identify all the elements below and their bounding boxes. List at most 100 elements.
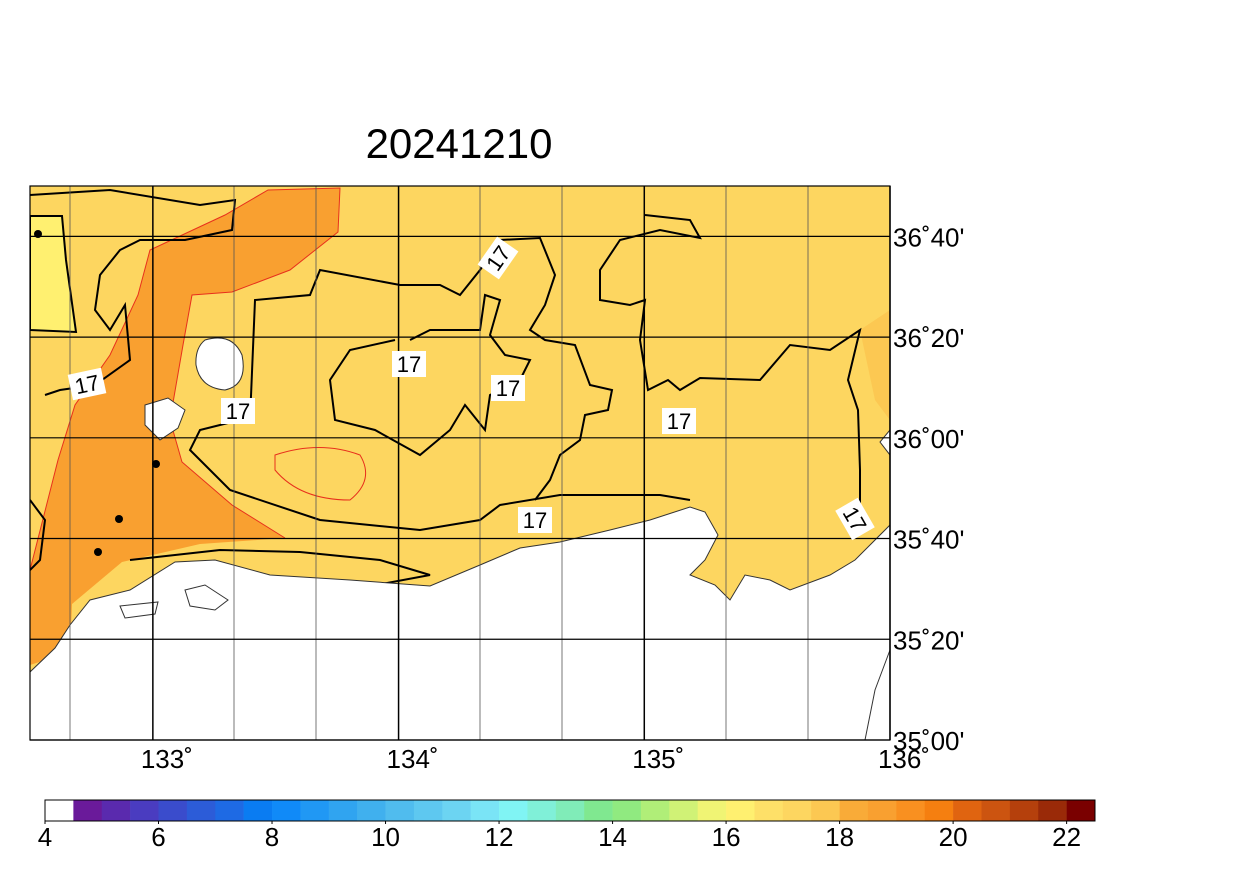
label-box: [835, 497, 875, 541]
colorbar-box: [243, 800, 273, 821]
label-box: [67, 367, 107, 401]
colorbar-box: [442, 800, 471, 821]
colorbar-box: [811, 800, 840, 821]
colorbar-box: [357, 800, 386, 821]
lat-label: 36˚00': [893, 424, 964, 454]
grid: [30, 186, 891, 741]
lat-label: 35˚20': [893, 625, 964, 655]
warm-zone: [30, 215, 78, 334]
colorbar-box: [754, 800, 784, 821]
lat-label: 35˚00': [893, 726, 964, 756]
colorbar-box: [470, 800, 500, 821]
colorbar-box: [527, 800, 557, 821]
colorbar-label: 14: [598, 822, 627, 852]
island: [119, 601, 159, 619]
island: [184, 584, 229, 611]
lat-label: 36˚40': [893, 222, 964, 252]
lon-label: 134˚: [387, 744, 439, 774]
colorbar-label: 20: [939, 822, 968, 852]
colorbar-box: [413, 800, 443, 821]
contour: [30, 188, 237, 396]
colorbar-box: [73, 800, 103, 821]
colorbar-box: [499, 800, 528, 821]
contour-label: 17: [221, 398, 255, 424]
colorbar-label: 16: [712, 822, 741, 852]
colorbar-label: 22: [1052, 822, 1081, 852]
contour: [249, 236, 614, 501]
contour-label: 17: [491, 375, 525, 401]
contour: [30, 499, 47, 571]
lon-label: 133˚: [141, 744, 193, 774]
colorbar-box: [300, 800, 330, 821]
contour-label: 17: [392, 351, 426, 377]
land: [30, 506, 890, 740]
colorbar-box: [272, 800, 301, 821]
lat-label: 36˚20': [893, 323, 964, 353]
colorbar-box: [953, 800, 982, 821]
colorbar-box: [612, 800, 642, 821]
colorbar-label: 10: [371, 822, 400, 852]
label-box: [392, 351, 426, 377]
colorbar-frame: [44, 799, 1096, 822]
colorbar-box: [1038, 800, 1067, 821]
colorbar-label: 4: [38, 822, 52, 852]
warm-zone: [30, 188, 340, 665]
contour: [599, 214, 862, 520]
colorbar-label: 18: [825, 822, 854, 852]
label-box: [518, 507, 552, 533]
contour-label: 17: [67, 367, 107, 401]
colorbar-box: [328, 800, 358, 821]
lat-label: 35˚40': [893, 525, 964, 555]
contour: [188, 419, 691, 532]
lon-label: 135˚: [632, 744, 684, 774]
colorbar-box: [45, 800, 74, 821]
colorbar: 4 6 8 10 12 14 16 18 20 22: [38, 799, 1096, 852]
label-box: [477, 236, 519, 280]
contour-value: 17: [226, 399, 250, 424]
map-field: [30, 186, 890, 740]
contour-value: 17: [523, 508, 547, 533]
colorbar-box: [981, 800, 1011, 821]
contour-label: 17: [662, 408, 696, 434]
colorbar-box: [584, 800, 613, 821]
contour-value: 17: [667, 409, 691, 434]
label-box: [662, 408, 696, 434]
colorbar-box: [924, 800, 954, 821]
colorbar-box: [555, 800, 585, 821]
colorbar-box: [726, 800, 755, 821]
lon-label: 136˚: [878, 744, 930, 774]
land: [879, 429, 890, 456]
colorbar-box: [896, 800, 926, 821]
colorbar-box: [669, 800, 699, 821]
contour-value: 17: [496, 376, 520, 401]
colorbar-box: [782, 800, 812, 821]
colorbar-box: [385, 800, 415, 821]
colorbar-box: [215, 800, 244, 821]
minor-grid: [69, 186, 809, 740]
contour-value: 17: [73, 370, 102, 400]
colorbar-box: [867, 800, 897, 821]
label-box: [491, 375, 525, 401]
colorbar-box: [186, 800, 216, 821]
label-box: [221, 398, 255, 424]
colorbar-label: 12: [485, 822, 514, 852]
island: [195, 337, 244, 391]
map-title: 20241210: [366, 120, 553, 167]
colorbar-label: 8: [265, 822, 279, 852]
contour: [328, 293, 532, 457]
colorbar-box: [640, 800, 670, 821]
colorbar-label: 6: [151, 822, 165, 852]
colorbar-box: [1066, 800, 1096, 821]
map-frame: [29, 185, 891, 741]
cool-zone: [274, 447, 367, 501]
colorbar-box: [130, 800, 159, 821]
island: [144, 397, 186, 441]
contour-value: 17: [397, 352, 421, 377]
colorbar-box: [1009, 800, 1039, 821]
coastline: [864, 649, 890, 740]
colorbar-box: [101, 800, 131, 821]
colorbar-box: [697, 800, 727, 821]
colorbar-box: [158, 800, 188, 821]
